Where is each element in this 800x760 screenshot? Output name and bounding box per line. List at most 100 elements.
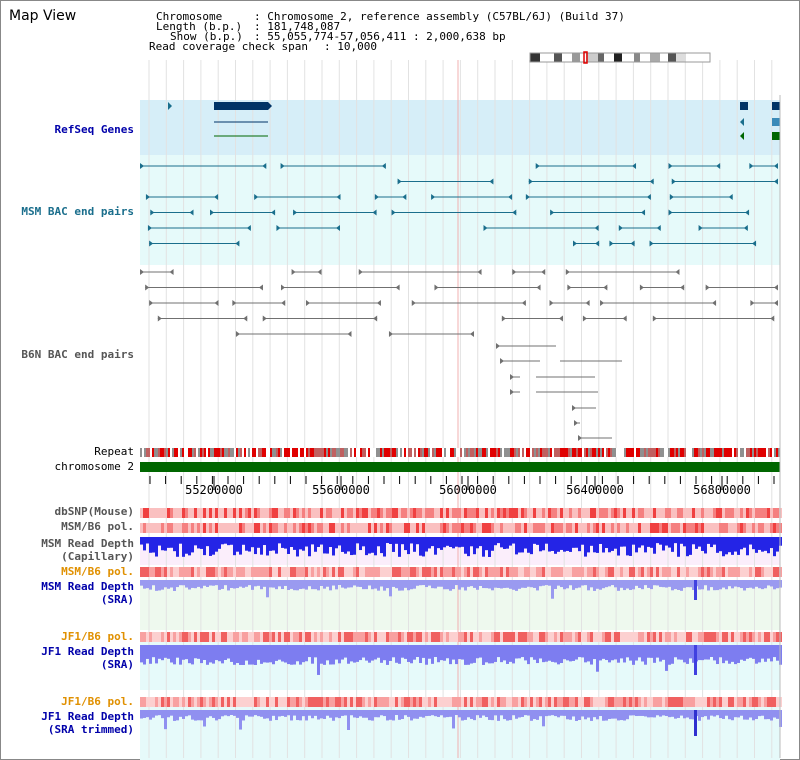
jf1-pol-2-cell — [209, 697, 212, 707]
jf1-pol-cell — [701, 632, 704, 642]
msm-depth-cap-bar — [311, 537, 314, 545]
msm-depth-sra-bar — [248, 580, 251, 586]
jf1-depth-bar — [329, 645, 332, 665]
repeat-cell — [286, 448, 288, 457]
msm-depth-sra-bar — [581, 580, 584, 586]
jf1-pol-2-cell — [689, 697, 692, 707]
repeat-cell — [664, 448, 666, 457]
jf1-pol-cell — [389, 632, 392, 642]
msm-pol-cell — [674, 523, 677, 533]
msm-pol-2-cell — [266, 567, 269, 577]
jf1-pol-2-cell — [464, 697, 467, 707]
msm-depth-cap-bar — [707, 537, 710, 544]
msm-pol-2-cell — [614, 567, 617, 577]
jf1-depth-bar — [356, 645, 359, 662]
repeat-cell — [196, 448, 198, 457]
msm-pol-cell — [152, 523, 155, 533]
jf1-pol-2-cell — [659, 697, 662, 707]
msm-pol-2-cell — [200, 567, 203, 577]
repeat-cell — [698, 448, 700, 457]
msm-depth-sra-bar — [626, 580, 629, 589]
msm-pol-cell — [539, 523, 542, 533]
jf1-trim-bar — [713, 710, 716, 717]
msm-bac-pair-end — [431, 194, 436, 200]
jf1-pol-cell — [329, 632, 332, 642]
msm-pol-2-cell — [764, 567, 767, 577]
jf1-trim-bar — [674, 710, 677, 719]
dbsnp-cell — [473, 508, 476, 518]
msm-bac-pair-end — [632, 163, 637, 169]
msm-pol-cell — [170, 523, 173, 533]
repeat-cell — [580, 448, 582, 457]
repeat-cell — [764, 448, 766, 457]
msm-pol-2-cell — [380, 567, 383, 577]
msm-depth-sra-bar — [593, 580, 596, 591]
dbsnp-cell — [401, 508, 404, 518]
dbsnp-cell — [644, 508, 647, 518]
jf1-pol-2-cell — [629, 697, 632, 707]
msm-bac-pair-end — [150, 209, 155, 216]
msm-depth-cap-bar — [149, 537, 152, 553]
jf1-trim-bar — [515, 710, 518, 719]
msm-pol-2-cell — [767, 567, 770, 577]
msm-pol-2-cell — [758, 567, 761, 577]
dbsnp-cell — [710, 508, 713, 518]
msm-pol-cell — [524, 523, 527, 533]
track-label-msm-bac[interactable]: MSM BAC end pairs — [21, 205, 134, 218]
track-label-refseq[interactable]: RefSeq Genes — [54, 123, 134, 136]
track-label-jf1-depth-2: (SRA) — [100, 658, 134, 671]
msm-pol-cell — [320, 523, 323, 533]
repeat-cell — [666, 448, 668, 457]
msm-depth-cap-bar — [716, 537, 719, 553]
jf1-pol-cell — [167, 632, 170, 642]
jf1-depth-bar — [512, 645, 515, 664]
track-label-b6n-bac[interactable]: B6N BAC end pairs — [21, 348, 134, 361]
msm-bac-pair-end — [235, 240, 240, 247]
msm-pol-cell — [164, 523, 167, 533]
repeat-cell — [520, 448, 522, 457]
jf1-depth-bar — [500, 645, 503, 663]
msm-pol-cell — [212, 523, 215, 533]
jf1-trim-bar — [302, 710, 305, 717]
jf1-depth-bar — [665, 645, 668, 671]
msm-pol-cell — [587, 523, 590, 533]
jf1-depth-bar — [536, 645, 539, 664]
msm-depth-cap-bar — [575, 537, 578, 548]
msm-pol-2-cell — [437, 567, 440, 577]
dbsnp-cell — [494, 508, 497, 518]
repeat-cell — [358, 448, 360, 457]
msm-depth-sra-bar — [710, 580, 713, 588]
repeat-cell — [684, 448, 686, 457]
msm-pol-2-cell — [743, 567, 746, 577]
msm-depth-cap-bar — [482, 537, 485, 557]
jf1-depth-bar — [539, 645, 542, 659]
msm-pol-cell — [743, 523, 746, 533]
repeat-cell — [352, 448, 354, 457]
jf1-pol-cell — [401, 632, 404, 642]
msm-depth-cap-bar — [332, 537, 335, 556]
msm-pol-2-cell — [185, 567, 188, 577]
repeat-cell — [204, 448, 206, 457]
msm-depth-sra-bar — [437, 580, 440, 587]
msm-depth-cap-bar — [236, 537, 239, 552]
jf1-trim-bar — [173, 710, 176, 721]
b6n-bac-pair-end — [469, 331, 474, 337]
msm-pol-2-cell — [302, 567, 305, 577]
dbsnp-cell — [410, 508, 413, 518]
jf1-trim-bar — [761, 710, 764, 716]
repeat-cell — [338, 448, 340, 457]
jf1-pol-2-cell — [557, 697, 560, 707]
jf1-depth-bar — [203, 645, 206, 660]
jf1-trim-bar — [494, 710, 497, 716]
dbsnp-cell — [569, 508, 572, 518]
msm-depth-sra-bar — [566, 580, 569, 589]
msm-pol-cell — [329, 523, 332, 533]
jf1-trim-bar — [323, 710, 326, 719]
msm-pol-2-cell — [308, 567, 311, 577]
jf1-pol-2-cell — [260, 697, 263, 707]
jf1-trim-bar — [506, 710, 509, 721]
msm-pol-2-cell — [167, 567, 170, 577]
jf1-depth-bar — [707, 645, 710, 660]
jf1-depth-bar — [581, 645, 584, 658]
